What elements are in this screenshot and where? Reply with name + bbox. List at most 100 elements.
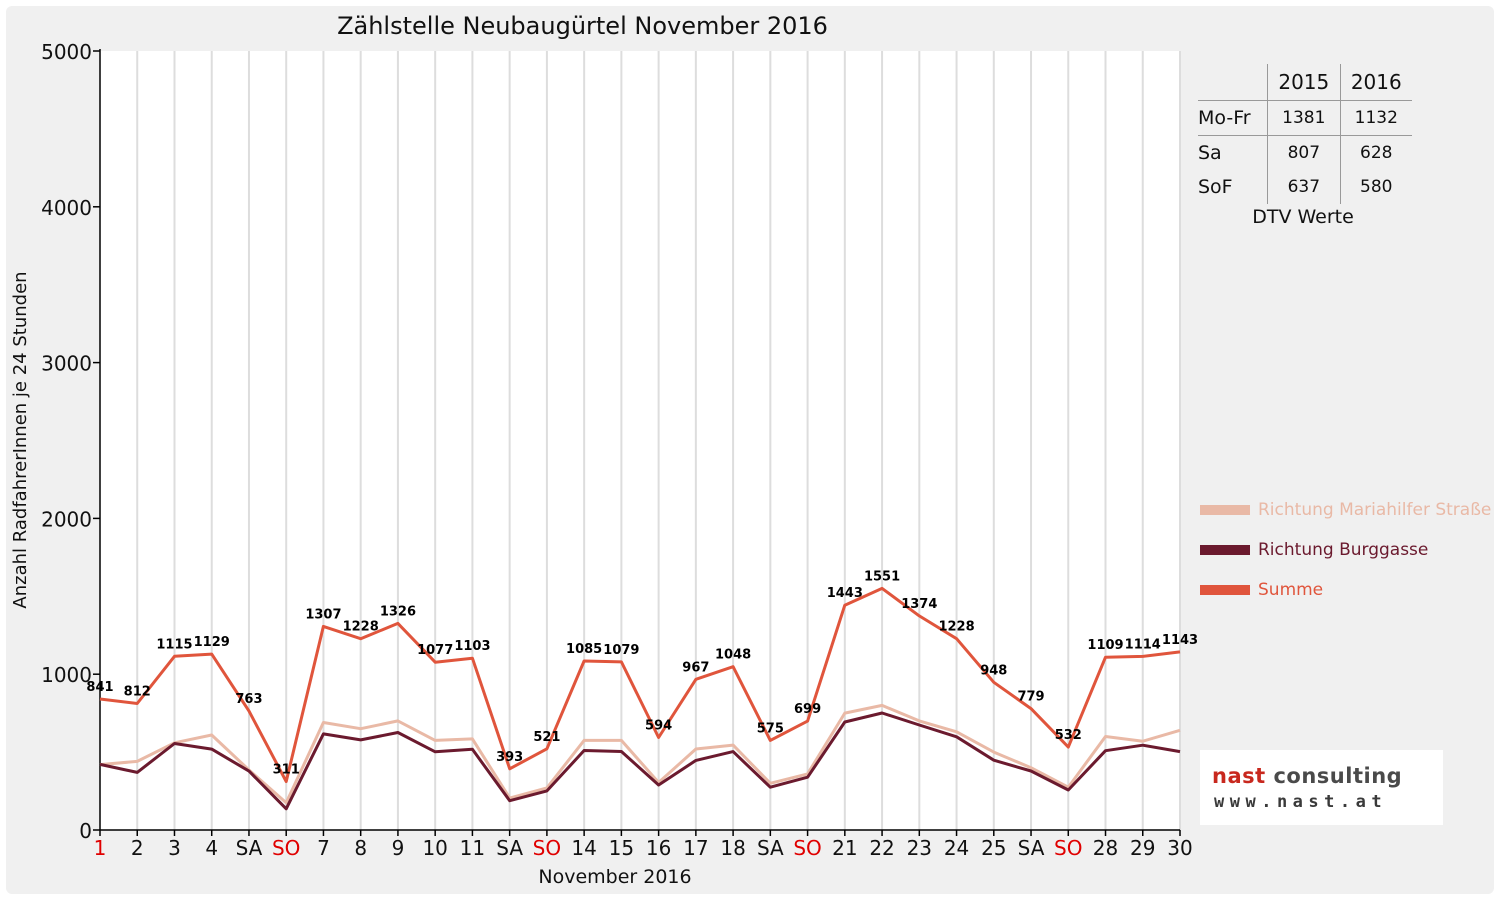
data-label: 393 [496,750,523,765]
series-line [99,586,1181,783]
x-tick-label: 18 [720,836,745,860]
logo-wordmark: nast consulting [1212,764,1402,788]
y-tick-label: 0 [79,819,92,843]
dtv-header-empty [1198,64,1268,101]
x-tick-label: 11 [460,836,485,860]
x-tick-label: 30 [1167,836,1192,860]
data-label: 841 [86,680,113,695]
x-axis-label: November 2016 [538,866,691,888]
x-tick-label: 3 [168,836,181,860]
data-label: 1115 [156,637,192,652]
dtv-value-2016: 628 [1339,135,1412,170]
data-label: 1551 [864,569,900,584]
dtv-row-label: Mo-Fr [1198,100,1268,136]
y-tick-label: 4000 [41,196,92,220]
line-chart: 0 1000 2000 3000 4000 5000 1 2 3 4 SA SO 7 8 9 10 11 SA SO… [10,40,1198,888]
x-tick-label: 15 [609,836,634,860]
dtv-row-label: Sa [1198,135,1268,170]
x-tick-label: 17 [683,836,708,860]
data-label: 1326 [380,604,416,619]
x-tick-label: 4 [205,836,218,860]
data-label: 1228 [938,620,974,635]
y-tick-label: 1000 [41,663,92,687]
x-tick-label: 7 [317,836,330,860]
data-label: 1048 [715,648,751,663]
x-tick-label: SO [793,836,821,860]
logo-word-nast: nast [1212,764,1266,788]
data-label: 1079 [603,643,639,658]
data-label: 1077 [417,643,453,658]
chart-title: Zählstelle Neubaugürtel November 2016 [337,12,828,40]
x-tick-label: 25 [981,836,1006,860]
legend-label: Richtung Mariahilfer Straße [1258,500,1492,520]
legend-item: Richtung Burggasse [1200,530,1491,570]
data-label: 1374 [901,597,937,612]
data-label: 1228 [343,620,379,635]
data-label: 575 [757,721,784,736]
dtv-row-label: SoF [1198,176,1233,198]
x-tick-label: 9 [392,836,405,860]
x-tick-label: 16 [646,836,671,860]
data-label: 812 [124,684,151,699]
data-label: 1143 [1162,633,1198,648]
x-tick-label: 10 [422,836,447,860]
data-label: 1129 [194,635,230,650]
dtv-header-2016: 2016 [1339,64,1412,101]
x-tick-label: 29 [1130,836,1155,860]
x-tick-label: SO [272,836,300,860]
y-tick-label: 3000 [41,352,92,376]
x-tick-label: SA [1018,836,1045,860]
data-label: 594 [645,718,672,733]
chart-legend: Richtung Mariahilfer Straße Richtung Bur… [1200,490,1491,610]
legend-swatch [1200,505,1250,515]
x-tick-label: SA [496,836,523,860]
company-logo: nast consulting www.nast.at [1200,750,1443,825]
series-line [99,703,1181,805]
x-tick-label: 8 [354,836,367,860]
x-tick-label: SO [1054,836,1082,860]
legend-swatch [1200,545,1250,555]
legend-label: Richtung Burggasse [1258,540,1429,560]
x-tick-label: SA [757,836,784,860]
legend-item: Summe [1200,570,1491,610]
legend-label: Summe [1258,580,1324,600]
logo-word-consulting: consulting [1265,764,1403,788]
legend-item: Richtung Mariahilfer Straße [1200,490,1491,530]
x-tick-label: SA [236,836,263,860]
dtv-value-2015: 637 [1267,170,1341,204]
data-label: 1085 [566,642,602,657]
x-tick-label: 23 [907,836,932,860]
x-tick-label: 21 [832,836,857,860]
y-tick-label: 2000 [41,507,92,531]
x-tick-label: 14 [571,836,596,860]
series-line [99,711,1181,811]
data-label: 311 [273,763,300,778]
data-label: 699 [794,702,821,717]
data-label: 1114 [1125,637,1161,652]
data-label: 1443 [827,586,863,601]
dtv-caption: DTV Werte [1252,206,1354,228]
dtv-value-2015: 807 [1267,135,1341,170]
data-label: 521 [533,730,560,745]
x-tick-label: SO [533,836,561,860]
y-tick-label: 5000 [41,40,92,64]
data-label: 948 [980,663,1007,678]
x-tick-label: 24 [944,836,969,860]
dtv-value-2016: 1132 [1339,100,1412,136]
dtv-value-2015: 1381 [1267,100,1341,136]
legend-swatch [1200,585,1250,595]
y-axis-label: Anzahl RadfahrerInnen je 24 Stunden [10,271,31,608]
dtv-header-2015: 2015 [1267,64,1341,101]
x-tick-label: 22 [869,836,894,860]
data-label: 1109 [1087,638,1123,653]
data-label: 532 [1055,728,1082,743]
logo-url: www.nast.at [1214,792,1388,812]
data-label: 1307 [305,607,341,622]
data-label: 1103 [454,639,490,654]
plot-area [100,51,1180,830]
x-tick-label: 1 [94,836,107,860]
data-label: 763 [235,692,262,707]
x-tick-label: 28 [1093,836,1118,860]
dtv-table: 2015 2016 Mo-Fr 1381 1132 Sa 807 628 SoF… [1198,64,1412,228]
dtv-value-2016: 580 [1339,170,1412,204]
